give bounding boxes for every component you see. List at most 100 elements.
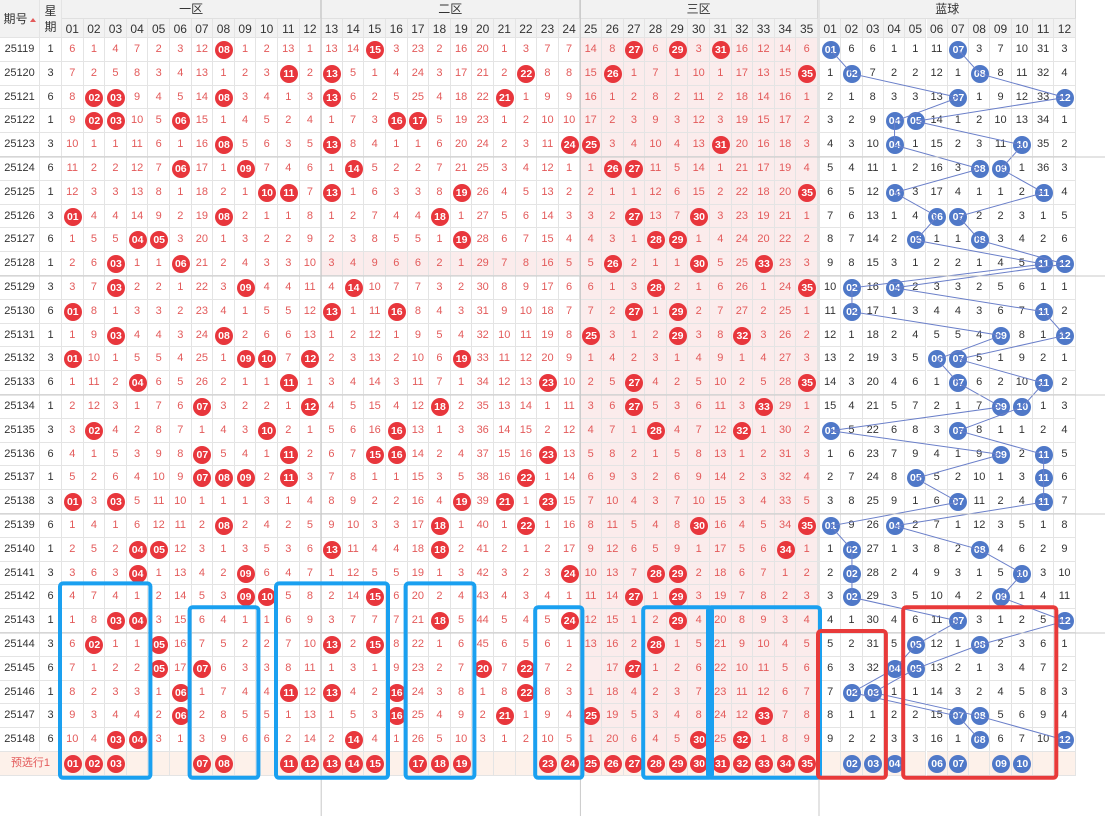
front-miss-cell: 2	[83, 157, 106, 181]
preselect-cell	[494, 752, 516, 776]
front-miss-cell: 6	[580, 466, 602, 491]
front-miss-cell: 24	[407, 680, 430, 705]
back-miss-cell: 4	[990, 680, 1012, 705]
front-miss-cell: 10	[299, 252, 322, 276]
front-miss-cell: 18	[537, 299, 559, 324]
front-miss-cell: 31	[472, 299, 494, 324]
front-miss-cell: 11	[558, 395, 581, 419]
back-miss-cell: 7	[820, 680, 842, 705]
preselect-back-cell	[1054, 752, 1076, 776]
front-miss-cell: 5	[170, 371, 192, 395]
front-miss-cell: 4	[105, 418, 127, 443]
front-miss-cell: 5	[666, 728, 689, 752]
back-miss-cell: 3	[969, 299, 991, 324]
front-miss-cell: 3	[62, 418, 84, 443]
front-miss-cell: 9	[148, 204, 170, 229]
front-miss-cell: 6	[494, 633, 516, 657]
back-miss-cell: 3	[841, 656, 863, 681]
preselect-cell	[386, 752, 408, 776]
front-miss-cell: 7	[213, 680, 235, 705]
front-col-header: 13	[321, 19, 343, 38]
period-cell: 25147	[0, 704, 40, 729]
back-miss-cell: 3	[947, 561, 970, 586]
front-miss-cell: 24	[731, 228, 754, 253]
front-miss-cell: 14	[191, 85, 214, 110]
front-ball: 13	[323, 635, 341, 654]
front-miss-cell: 20	[191, 228, 214, 253]
front-miss-cell: 4	[386, 395, 408, 419]
front-miss-cell: 1	[450, 371, 473, 395]
front-miss-cell: 1	[278, 204, 300, 229]
back-miss-cell: 2	[1033, 228, 1055, 253]
front-miss-cell: 2	[429, 38, 451, 62]
front-miss-cell: 12	[299, 299, 322, 324]
back-miss-cell: 3	[905, 728, 927, 752]
front-miss-cell	[321, 537, 343, 562]
front-miss-cell: 11	[753, 656, 775, 681]
back-miss-cell: 13	[820, 347, 842, 372]
front-miss-cell	[472, 656, 494, 681]
front-miss-cell: 10	[515, 299, 538, 324]
front-miss-cell: 20	[710, 609, 732, 633]
front-miss-cell: 4	[364, 728, 386, 752]
front-ball: 14	[344, 159, 363, 178]
preselect-front-ball: 34	[776, 754, 795, 773]
front-miss-cell: 2	[364, 680, 386, 705]
back-miss-cell: 2	[820, 85, 842, 110]
back-miss-cell: 2	[905, 61, 927, 86]
back-miss-cell: 1	[862, 704, 884, 729]
front-miss-cell	[710, 133, 732, 157]
period-header[interactable]: 期号	[0, 0, 40, 38]
front-miss-cell: 12	[645, 180, 667, 205]
front-miss-cell: 3	[170, 38, 192, 62]
front-miss-cell: 10	[558, 109, 581, 134]
back-miss-cell: 5	[883, 395, 906, 419]
front-miss-cell: 5	[515, 633, 538, 657]
zone-label-3: 三区	[580, 0, 818, 19]
front-miss-cell: 4	[666, 133, 689, 157]
front-miss-cell: 11	[407, 371, 430, 395]
back-miss-cell: 1	[820, 537, 842, 562]
front-miss-cell: 4	[234, 680, 257, 705]
front-miss-cell: 10	[688, 490, 710, 514]
front-miss-cell: 3	[191, 537, 214, 562]
front-col-header: 02	[83, 19, 106, 38]
front-miss-cell	[234, 276, 257, 300]
front-miss-cell: 4	[256, 276, 278, 300]
front-miss-cell: 1	[666, 347, 689, 372]
front-miss-cell	[515, 466, 538, 491]
sort-arrow-icon[interactable]	[29, 17, 36, 22]
front-miss-cell: 5	[256, 704, 278, 729]
front-miss-cell	[731, 418, 754, 443]
front-miss-cell	[148, 633, 170, 657]
front-miss-cell	[796, 180, 818, 205]
front-ball: 03	[107, 278, 125, 297]
front-miss-cell: 2	[321, 728, 343, 752]
back-miss-cell: 2	[969, 276, 991, 300]
front-miss-cell: 1	[429, 228, 451, 253]
back-miss-cell: 4	[1033, 585, 1055, 610]
preselect-cell	[472, 752, 494, 776]
front-ball: 14	[344, 278, 363, 297]
front-miss-cell: 3	[774, 609, 797, 633]
front-miss-cell: 32	[472, 323, 494, 348]
front-ball: 11	[279, 374, 298, 393]
front-miss-cell: 14	[580, 38, 602, 62]
back-miss-cell: 2	[969, 109, 991, 134]
front-miss-cell: 2	[278, 109, 300, 134]
back-miss-cell: 20	[862, 371, 884, 395]
back-miss-cell: 2	[841, 109, 863, 134]
front-miss-cell: 4	[234, 442, 257, 467]
front-miss-cell	[688, 514, 710, 538]
front-miss-cell: 5	[753, 371, 775, 395]
front-miss-cell: 6	[515, 204, 538, 229]
period-cell: 25129	[0, 276, 40, 300]
front-miss-cell: 3	[213, 395, 235, 419]
front-miss-cell: 8	[774, 728, 797, 752]
back-miss-cell: 3	[820, 109, 842, 134]
front-col-header: 31	[710, 19, 732, 38]
front-miss-cell: 5	[321, 418, 343, 443]
back-ball: 02	[842, 540, 861, 559]
front-miss-cell: 4	[256, 680, 278, 705]
back-miss-cell: 1	[1033, 323, 1055, 348]
